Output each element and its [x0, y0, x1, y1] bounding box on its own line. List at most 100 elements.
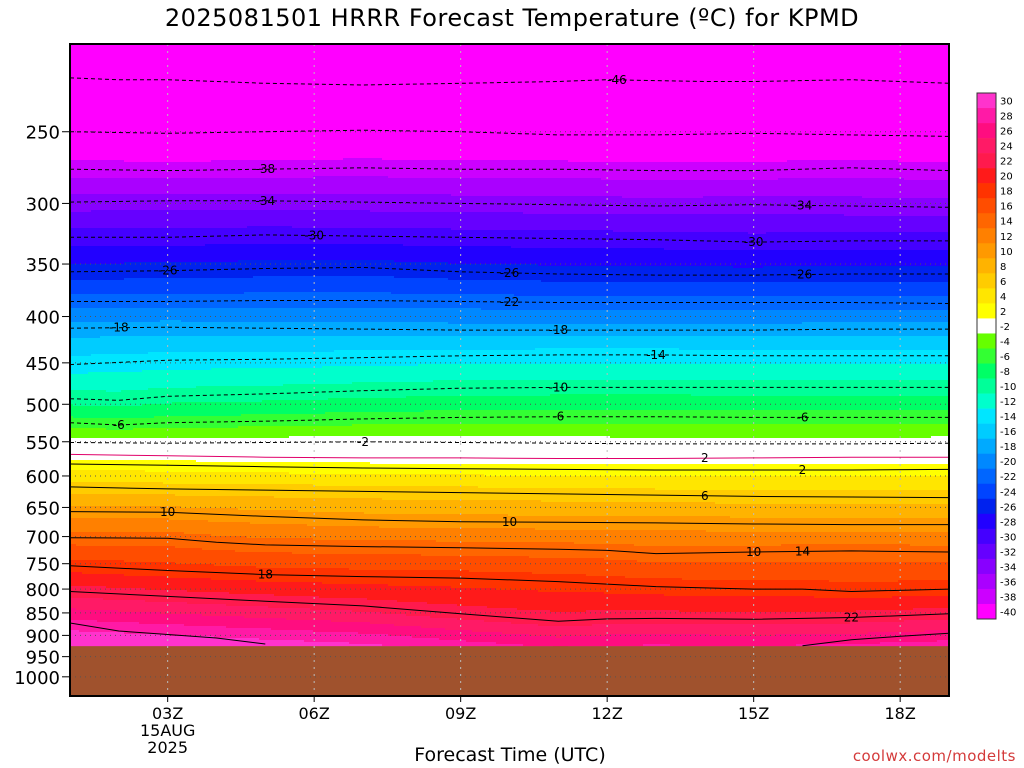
band-cell	[490, 608, 494, 623]
band-cell	[430, 44, 434, 161]
band-cell	[469, 514, 473, 529]
band-cell	[199, 278, 203, 295]
band-cell	[493, 476, 497, 489]
band-cell	[181, 278, 185, 295]
band-cell	[373, 158, 377, 177]
band-cell	[418, 212, 422, 229]
band-cell	[457, 474, 461, 487]
band-cell	[379, 474, 383, 487]
band-cell	[88, 160, 92, 179]
band-cell	[121, 518, 125, 533]
band-cell	[364, 486, 368, 499]
band-cell	[169, 178, 173, 195]
band-cell	[481, 294, 485, 311]
band-cell	[427, 474, 431, 487]
band-cell	[403, 308, 407, 323]
band-cell	[184, 336, 188, 353]
band-cell	[313, 462, 317, 475]
band-cell	[151, 262, 155, 279]
band-cell	[145, 518, 149, 533]
band-cell	[118, 494, 122, 507]
band-cell	[382, 500, 386, 515]
band-cell	[217, 462, 221, 473]
band-cell	[94, 620, 98, 633]
band-cell	[235, 472, 239, 485]
band-cell	[469, 424, 473, 437]
band-cell	[325, 322, 329, 337]
band-cell	[199, 548, 203, 565]
band-cell	[127, 372, 131, 391]
band-cell	[271, 260, 275, 277]
band-cell	[283, 178, 287, 195]
band-cell	[223, 352, 227, 369]
band-cell	[337, 176, 341, 195]
band-cell	[166, 624, 170, 635]
band-cell	[175, 352, 179, 371]
band-cell	[349, 610, 353, 623]
band-cell	[130, 430, 134, 439]
band-cell	[70, 438, 74, 461]
band-cell	[298, 426, 302, 437]
band-cell	[136, 612, 140, 623]
band-cell	[343, 610, 347, 623]
band-cell	[337, 308, 341, 323]
band-cell	[397, 474, 401, 487]
band-cell	[157, 308, 161, 323]
band-cell	[382, 176, 386, 195]
band-cell	[286, 244, 290, 261]
band-cell	[205, 472, 209, 485]
band-cell	[397, 586, 401, 603]
band-cell	[178, 294, 182, 309]
band-cell	[235, 386, 239, 403]
band-cell	[211, 262, 215, 279]
band-cell	[307, 228, 311, 245]
band-cell	[100, 438, 104, 461]
band-cell	[151, 602, 155, 613]
band-cell	[325, 526, 329, 541]
band-cell	[76, 494, 80, 507]
band-cell	[187, 178, 191, 195]
band-cell	[211, 580, 215, 593]
band-cell	[121, 470, 125, 483]
band-cell	[226, 462, 230, 473]
band-cell	[412, 336, 416, 351]
band-cell	[256, 292, 260, 309]
band-cell	[358, 612, 362, 623]
band-cell	[430, 638, 434, 649]
band-cell	[202, 496, 206, 509]
band-cell	[190, 278, 194, 295]
band-cell	[469, 556, 473, 573]
band-cell	[265, 496, 269, 511]
band-cell	[88, 610, 92, 621]
band-cell	[184, 496, 188, 509]
band-cell	[163, 602, 167, 615]
band-cell	[85, 560, 89, 575]
band-cell	[100, 598, 104, 611]
band-cell	[253, 322, 257, 337]
band-cell	[295, 368, 299, 385]
band-cell	[289, 462, 293, 475]
band-cell	[460, 336, 464, 351]
band-cell	[115, 546, 119, 561]
band-cell	[250, 426, 254, 439]
band-cell	[211, 522, 215, 537]
band-cell	[82, 482, 86, 495]
band-cell	[70, 416, 74, 429]
band-cell	[385, 634, 389, 647]
band-cell	[184, 278, 188, 295]
band-cell	[274, 368, 278, 387]
band-cell	[322, 44, 326, 161]
band-cell	[484, 632, 488, 643]
band-cell	[451, 264, 455, 281]
band-cell	[259, 402, 263, 415]
band-cell	[172, 428, 176, 439]
band-cell	[394, 44, 398, 161]
band-cell	[493, 572, 497, 589]
band-cell	[76, 322, 80, 339]
band-cell	[256, 210, 260, 227]
band-cell	[454, 350, 458, 365]
band-cell	[310, 336, 314, 353]
band-cell	[121, 322, 125, 337]
band-cell	[343, 336, 347, 351]
